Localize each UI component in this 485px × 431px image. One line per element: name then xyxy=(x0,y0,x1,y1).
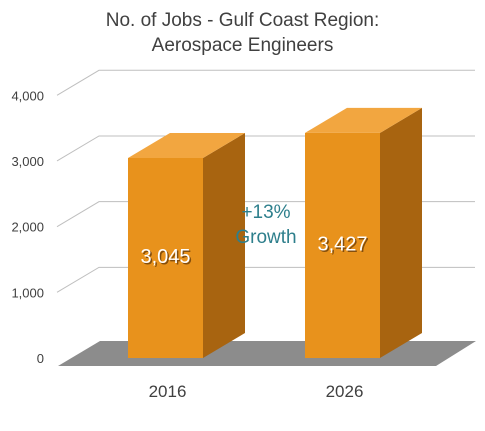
y-tick-label: 4,000 xyxy=(11,88,44,103)
data-label: 3,427 xyxy=(317,233,367,255)
bar-front-face xyxy=(128,158,203,358)
y-tick-label: 0 xyxy=(37,351,44,366)
data-label: 3,045 xyxy=(140,246,190,268)
data-label-shadow: 3,427 xyxy=(319,235,369,257)
bar-front-face xyxy=(305,132,380,358)
chart-floor xyxy=(58,341,476,366)
chart-title-line-1: No. of Jobs - Gulf Coast Region: xyxy=(105,10,380,31)
bar-side-face xyxy=(203,133,245,358)
data-label-shadow: 3,045 xyxy=(142,248,192,270)
x-tick-label: 2016 xyxy=(149,382,187,401)
y-tick-label: 1,000 xyxy=(11,285,44,300)
bars xyxy=(128,107,422,358)
growth-annotation-line-2: Growth xyxy=(235,227,296,248)
chart-title-line-2: Aerospace Engineers xyxy=(151,35,334,56)
x-tick-label: 2026 xyxy=(326,382,364,401)
bar-top-face xyxy=(305,107,422,133)
chart-title: No. of Jobs - Gulf Coast Region: Aerospa… xyxy=(0,8,485,58)
bar-side-face xyxy=(380,107,422,358)
y-tick-label: 2,000 xyxy=(11,220,44,235)
floor xyxy=(58,341,476,366)
bar-2026 xyxy=(305,107,422,358)
gridline xyxy=(56,69,475,96)
growth-annotation-line-1: +13% xyxy=(241,202,290,223)
bar-2016 xyxy=(128,133,245,358)
bar-top-face xyxy=(128,133,245,158)
y-axis-ticks: 0 1,000 2,000 3,000 4,000 xyxy=(11,88,44,366)
y-tick-label: 3,000 xyxy=(11,154,44,169)
